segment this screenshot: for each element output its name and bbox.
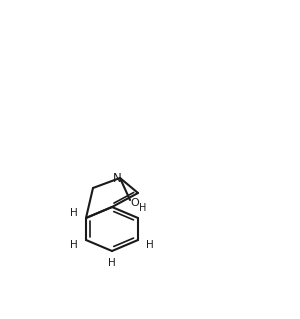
Text: H: H	[70, 208, 78, 218]
Text: N: N	[112, 173, 122, 186]
Text: H: H	[108, 258, 116, 268]
Text: H: H	[70, 240, 78, 250]
Text: O: O	[130, 198, 140, 208]
Text: H: H	[146, 240, 154, 250]
Text: H: H	[139, 203, 147, 213]
